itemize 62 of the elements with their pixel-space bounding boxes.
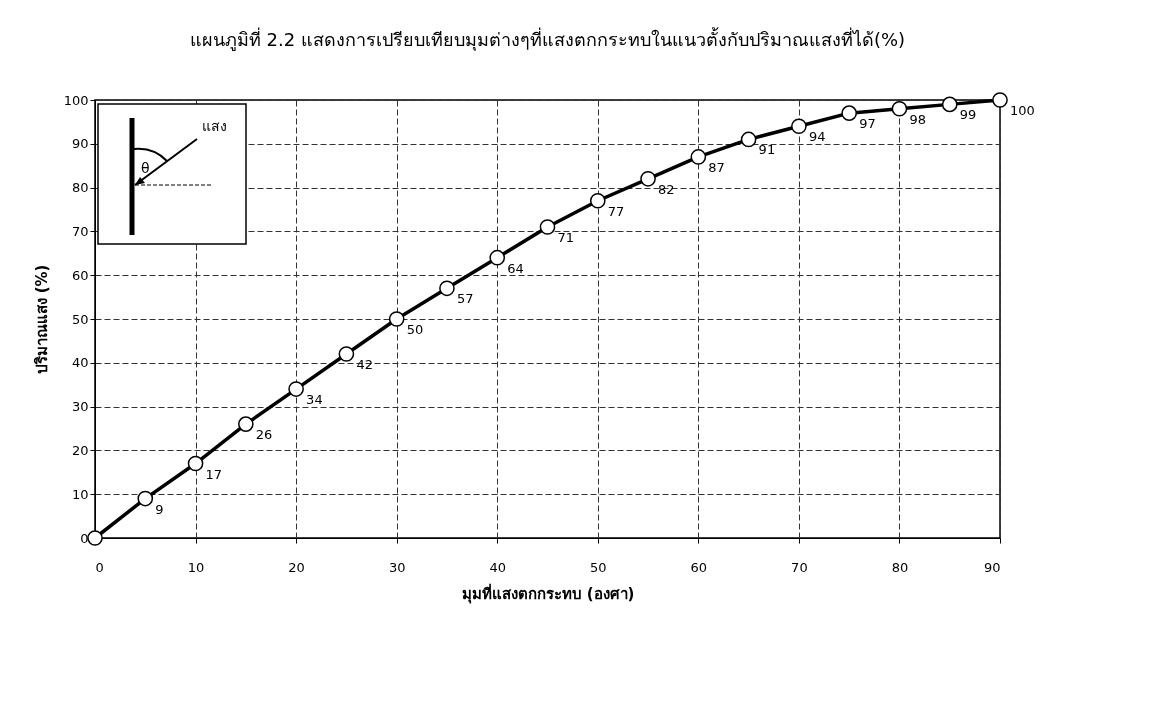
x-tick-label: 10 — [187, 559, 205, 575]
y-tick-label: 20 — [71, 442, 89, 458]
x-tick-label: 70 — [791, 559, 808, 575]
y-tick-label: 80 — [71, 180, 89, 196]
point — [891, 100, 908, 117]
y-tick-label: 40 — [71, 355, 89, 371]
point — [187, 455, 204, 472]
annotation: แสง — [202, 118, 227, 134]
point — [137, 490, 154, 507]
x-tick-label: 0 — [95, 559, 104, 575]
data-label: 77 — [607, 203, 625, 219]
y-tick-label: 70 — [71, 223, 89, 239]
x-tick-label: 90 — [983, 559, 1001, 575]
data-label: 82 — [658, 181, 675, 197]
point — [941, 96, 958, 113]
point — [288, 381, 304, 397]
y-tick-label: 50 — [71, 311, 89, 327]
point — [539, 219, 556, 235]
data-label: 17 — [205, 466, 223, 482]
point — [589, 192, 606, 209]
x-tick-label: 30 — [388, 559, 406, 575]
data-label: 91 — [758, 142, 776, 158]
point — [992, 92, 1008, 108]
point — [640, 171, 656, 187]
y-tick-label: 60 — [71, 267, 89, 283]
y-tick-label: 90 — [71, 136, 89, 152]
y-tick-label: 100 — [63, 92, 89, 108]
y-axis-title: ปริมาณแสง (%) — [32, 264, 51, 375]
x-tick-label: 50 — [590, 559, 607, 575]
data-label: 26 — [255, 427, 273, 443]
point — [489, 249, 506, 266]
point — [841, 105, 857, 121]
data-label: 9 — [155, 501, 164, 517]
data-label: 50 — [406, 322, 424, 337]
data-label: 64 — [507, 260, 524, 276]
data-label: 71 — [557, 230, 575, 246]
data-label: 97 — [859, 116, 876, 132]
y-tick-label: 10 — [71, 486, 89, 502]
point — [238, 416, 254, 432]
point — [791, 118, 807, 135]
chart-title: แผนภูมิที่ 2.2 แสดงการเปรียบเทียบมุมต่างๆที่แสงตกกระทบในแนวตั้งกับปริมาณแสงที่ได้(%) — [189, 26, 906, 51]
annotation: θ — [141, 160, 150, 176]
x-tick-label: 20 — [288, 559, 305, 575]
data-label: 94 — [808, 129, 826, 145]
point — [388, 311, 405, 327]
y-tick-label: 0 — [80, 530, 89, 546]
point — [740, 131, 757, 148]
point — [87, 530, 103, 546]
data-label: 99 — [959, 107, 977, 123]
data-label: 34 — [306, 392, 323, 408]
x-tick-label: 40 — [489, 559, 506, 575]
data-label: 57 — [456, 291, 474, 307]
x-axis-title: มุมที่แสงตกกระทบ (องศา) — [461, 582, 635, 604]
x-tick-label: 60 — [690, 559, 708, 575]
data-label: 98 — [909, 111, 926, 127]
y-tick-label: 30 — [71, 399, 89, 415]
data-label: 87 — [708, 159, 725, 175]
point — [338, 346, 355, 362]
x-tick-label: 80 — [891, 559, 909, 575]
data-label: 100 — [1010, 103, 1035, 118]
point — [690, 149, 707, 165]
point — [439, 280, 455, 297]
